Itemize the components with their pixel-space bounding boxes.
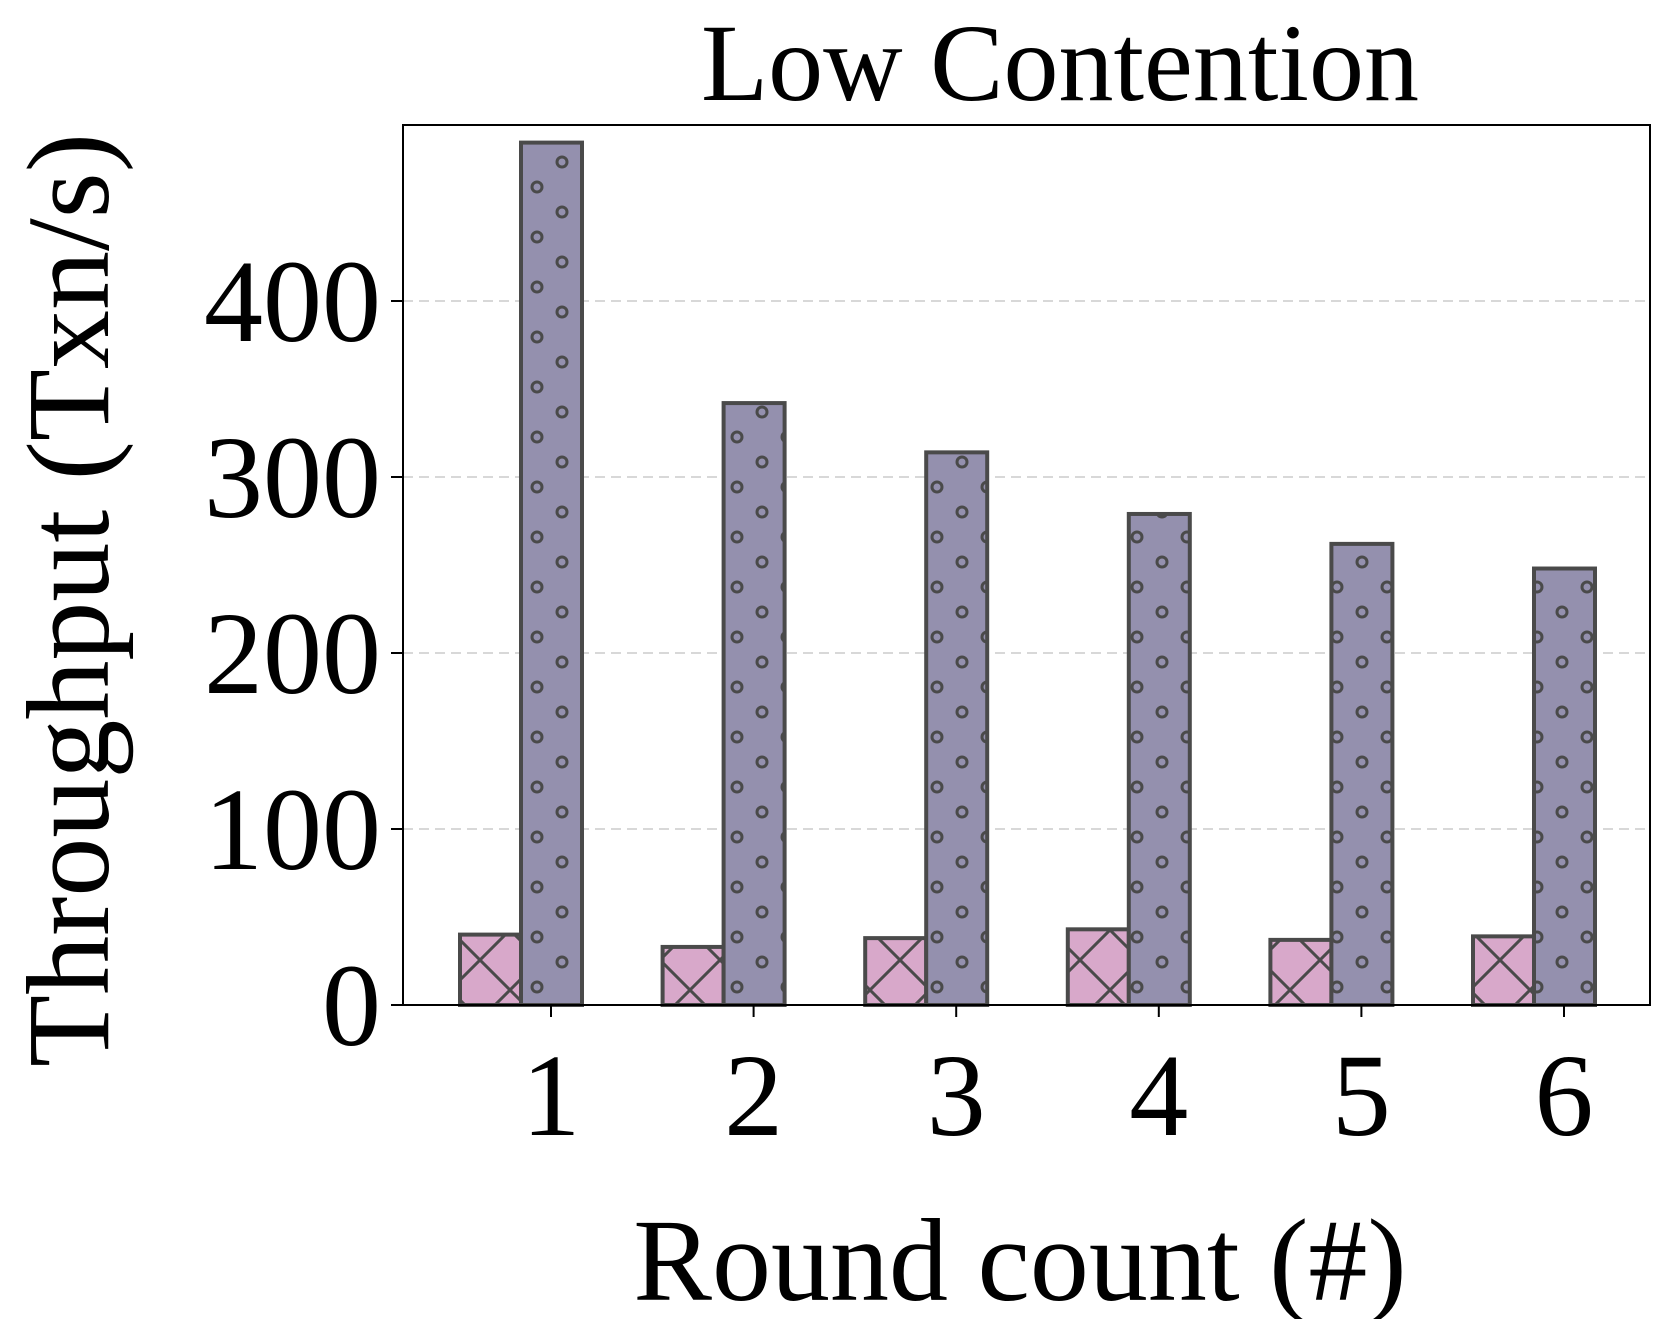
x-tick-label: 2 [724,1030,783,1161]
y-axis-label: Throughput (Txn/s) [3,133,134,1067]
bar-series-2-1 [519,140,584,1008]
bar [1065,927,1131,1008]
x-tick-label: 4 [1129,1030,1188,1161]
x-axis-ticks: 1 2 3 4 5 6 [522,1005,1594,1161]
bar-series-1-5 [1268,937,1334,1008]
bar-series-2-4 [1126,511,1192,1008]
bar [458,932,523,1007]
bar-series-1-2 [660,944,726,1007]
bars [458,140,1597,1008]
bar [721,401,787,1007]
x-tick-label: 5 [1332,1030,1391,1161]
bar [863,936,929,1007]
bar [519,140,584,1008]
bar-series-1-3 [863,936,929,1007]
bar [1126,511,1192,1008]
plot-frame [402,124,1651,1006]
bar [1532,566,1597,1008]
x-tick-label: 1 [522,1030,581,1161]
y-tick-label: 300 [204,412,381,543]
bar-series-1-4 [1065,927,1131,1008]
bar [1268,937,1334,1008]
x-tick-label: 6 [1535,1030,1594,1161]
y-tick-label: 100 [204,764,381,895]
x-axis-label: Round count (#) [633,1195,1406,1319]
y-axis-ticks: 0 100 200 300 400 [204,236,403,1071]
bar [1329,541,1395,1007]
y-tick-label: 0 [322,940,381,1071]
bar-series-2-2 [721,401,787,1007]
bar-series-1-1 [458,932,523,1007]
bar [924,450,990,1007]
bar-series-2-5 [1329,541,1395,1007]
bar [660,944,726,1007]
y-tick-label: 200 [204,588,381,719]
y-tick-label: 400 [204,236,381,367]
bar-series-2-3 [924,450,990,1007]
bar-series-1-6 [1471,934,1536,1007]
bar [1471,934,1536,1007]
chart-title: Low Contention [701,2,1419,124]
bar-series-2-6 [1532,566,1597,1008]
x-tick-label: 3 [927,1030,986,1161]
grid-lines [403,300,1650,830]
